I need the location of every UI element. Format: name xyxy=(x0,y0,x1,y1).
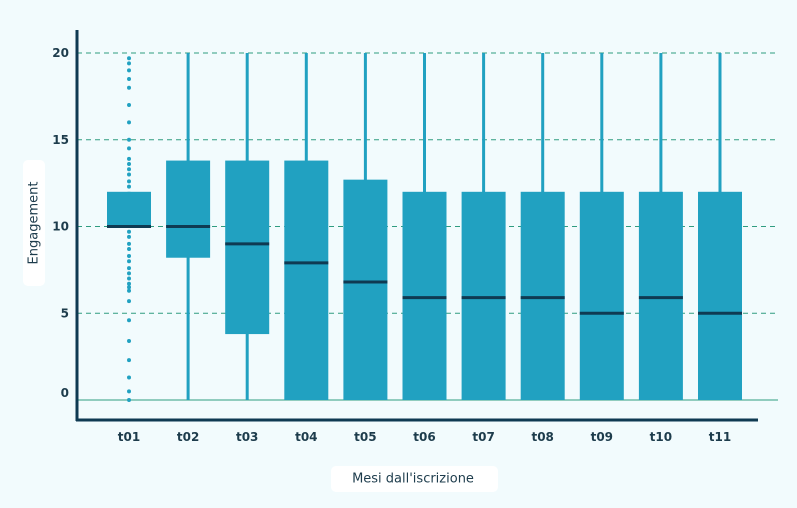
x-tick-label: t03 xyxy=(236,430,258,444)
outlier-point xyxy=(127,281,131,286)
outlier-point xyxy=(127,285,131,290)
outlier-point xyxy=(127,259,131,264)
outlier-point xyxy=(127,103,131,108)
x-tick-label: t01 xyxy=(118,430,140,444)
box-body xyxy=(107,191,151,227)
y-tick-label: 20 xyxy=(52,46,69,60)
box-body xyxy=(402,191,447,400)
x-axis-label-group: Mesi dall'iscrizione xyxy=(331,466,498,492)
box-group-t02 xyxy=(166,53,211,400)
y-axis-label-group: Engagement xyxy=(23,160,45,286)
x-tick-label: t08 xyxy=(531,430,553,444)
y-tick-label: 15 xyxy=(52,133,69,147)
outlier-point xyxy=(127,266,131,271)
outlier-point xyxy=(127,398,131,402)
outlier-point xyxy=(127,229,131,234)
box-body xyxy=(343,179,388,400)
box-body xyxy=(284,160,329,400)
box-body xyxy=(166,160,211,258)
outlier-point xyxy=(127,61,131,66)
box-group-t09 xyxy=(579,53,624,400)
outlier-point xyxy=(127,375,131,380)
box-body xyxy=(225,160,270,335)
outlier-point xyxy=(127,146,131,151)
outlier-point xyxy=(127,339,131,344)
box-group-t04 xyxy=(284,53,329,400)
x-tick-labels: t01 t02 t03 t04 t05 t06 t07 t08 t09 t10 t11 xyxy=(118,430,731,444)
box-group-t10 xyxy=(638,53,683,400)
outlier-point xyxy=(127,288,131,293)
outlier-point xyxy=(127,137,131,142)
outlier-point xyxy=(127,85,131,90)
y-axis-label: Engagement xyxy=(27,182,42,265)
outlier-point xyxy=(127,276,131,281)
box-body xyxy=(698,191,742,400)
outlier-point xyxy=(127,156,131,161)
outlier-point xyxy=(127,179,131,184)
outlier-point xyxy=(127,167,131,172)
y-tick-label: 10 xyxy=(52,220,69,234)
x-tick-label: t04 xyxy=(295,430,317,444)
outlier-point xyxy=(127,271,131,276)
outlier-point xyxy=(127,68,131,73)
box-group-t06 xyxy=(402,53,447,400)
axes xyxy=(75,30,758,422)
outlier-point xyxy=(127,56,131,61)
outlier-point xyxy=(127,253,131,258)
outlier-point xyxy=(127,247,131,252)
box-group-t08 xyxy=(520,53,565,400)
outlier-point xyxy=(127,120,131,125)
outlier-point xyxy=(127,358,131,363)
box-group-t03 xyxy=(225,53,270,400)
outlier-point xyxy=(127,234,131,239)
x-tick-label: t11 xyxy=(709,430,731,444)
box-group-t07 xyxy=(461,53,506,400)
y-tick-labels: 0 5 10 15 20 xyxy=(52,46,69,400)
x-tick-label: t05 xyxy=(354,430,376,444)
y-axis-label-bg xyxy=(23,160,45,286)
boxes xyxy=(107,53,742,402)
box-group-t11 xyxy=(698,53,742,400)
box-group-t05 xyxy=(343,53,388,400)
x-tick-label: t07 xyxy=(472,430,494,444)
outlier-point xyxy=(127,172,131,177)
x-tick-label: t09 xyxy=(591,430,613,444)
y-tick-label: 0 xyxy=(61,386,69,400)
outlier-point xyxy=(127,299,131,304)
box-body xyxy=(638,191,683,400)
outlier-point xyxy=(127,184,131,189)
x-axis-label-bg xyxy=(331,466,498,492)
outlier-point xyxy=(127,241,131,246)
x-tick-label: t06 xyxy=(413,430,435,444)
box-group-t01 xyxy=(107,56,151,402)
outlier-point xyxy=(127,77,131,82)
outlier-point xyxy=(127,162,131,167)
outlier-point xyxy=(127,389,131,394)
y-tick-label: 5 xyxy=(61,306,69,320)
box-body xyxy=(579,191,624,400)
outlier-point xyxy=(127,318,131,323)
x-tick-label: t10 xyxy=(650,430,672,444)
x-axis-label: Mesi dall'iscrizione xyxy=(352,472,474,487)
x-tick-label: t02 xyxy=(177,430,199,444)
box-body xyxy=(520,191,565,400)
box-body xyxy=(461,191,506,400)
